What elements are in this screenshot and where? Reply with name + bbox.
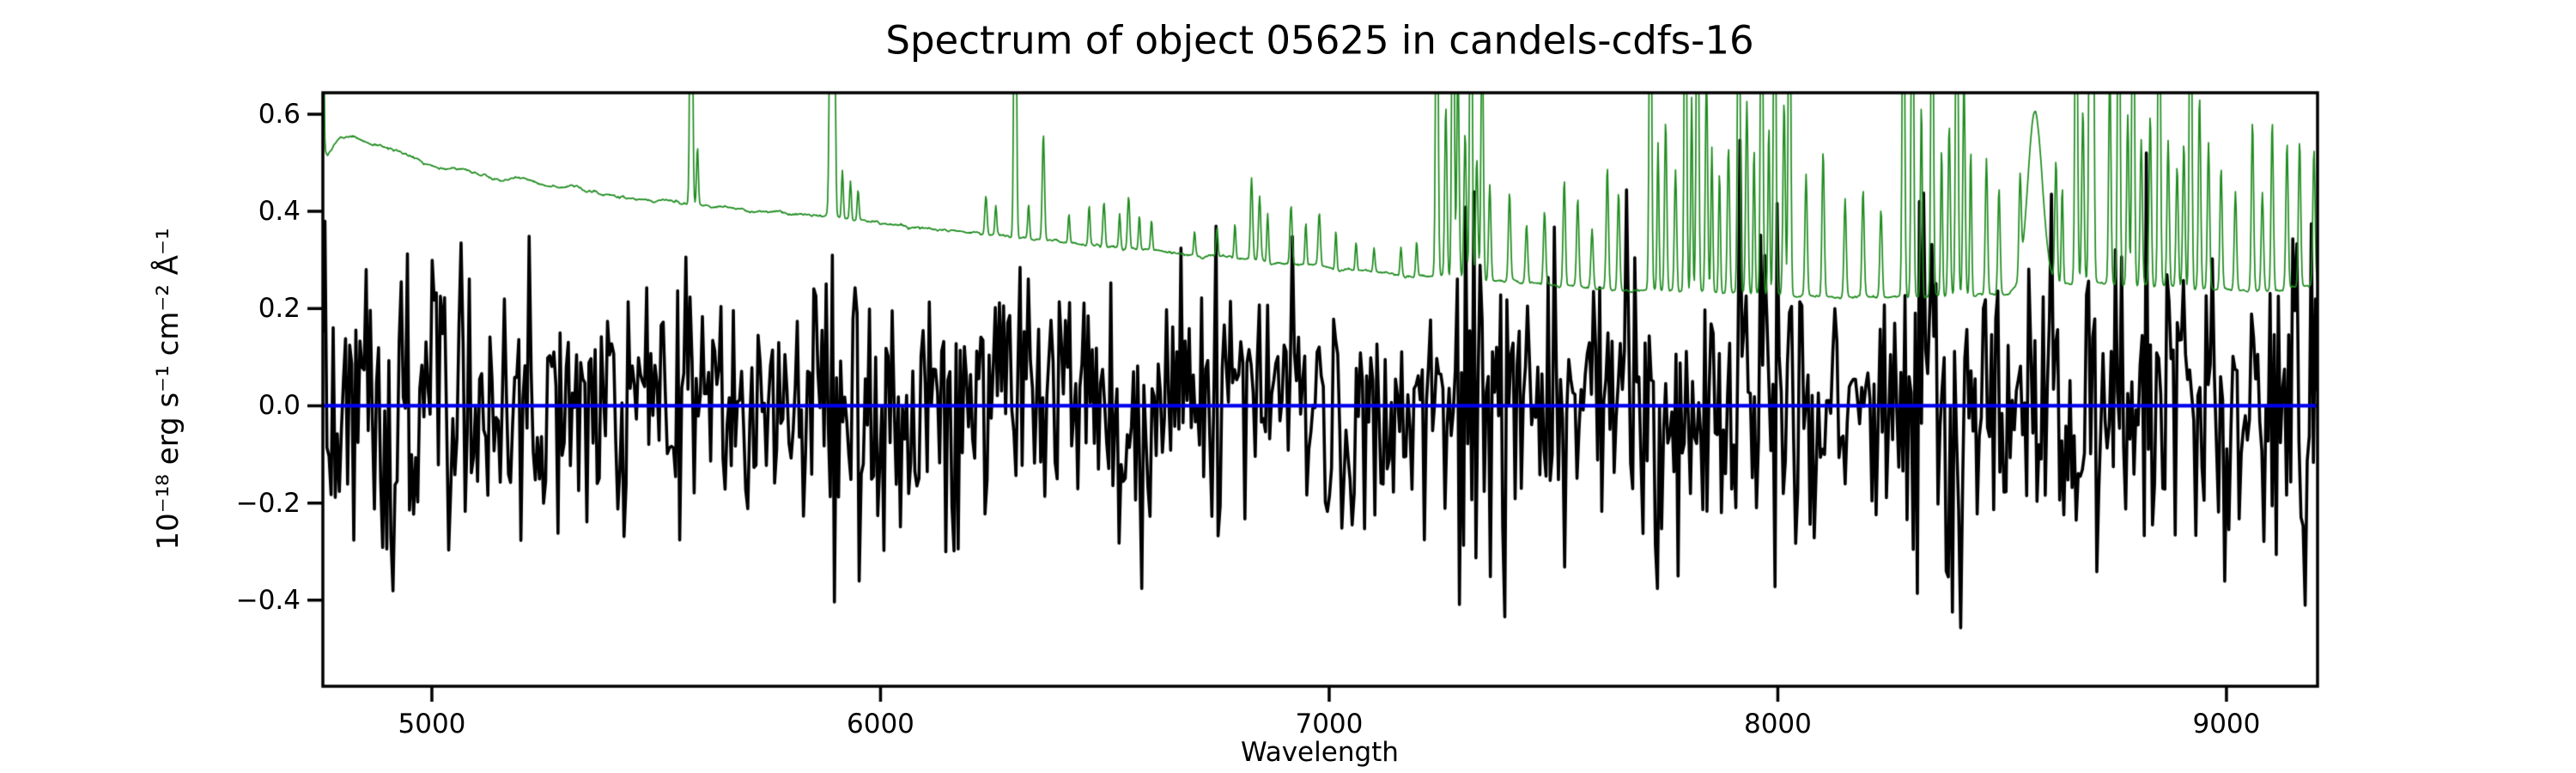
y-tick-label: 0.2 — [258, 293, 301, 325]
y-tick-label: 0.6 — [258, 98, 301, 130]
y-tick-label: −0.4 — [235, 584, 301, 616]
y-tick-label: 0.4 — [258, 196, 301, 228]
chart-title: Spectrum of object 05625 in candels-cdfs… — [885, 17, 1754, 64]
x-tick-label: 8000 — [1743, 709, 1812, 740]
x-tick-label: 6000 — [847, 709, 914, 740]
x-axis-label: Wavelength — [1241, 737, 1399, 768]
y-tick-label: 0.0 — [258, 390, 301, 422]
x-tick-label: 9000 — [2192, 709, 2261, 740]
x-tick-label: 7000 — [1295, 709, 1364, 740]
y-tick-label: −0.2 — [235, 487, 301, 519]
x-tick-label: 5000 — [398, 709, 466, 740]
y-axis-label: 10⁻¹⁸ erg s⁻¹ cm⁻² Å⁻¹ — [151, 228, 185, 551]
